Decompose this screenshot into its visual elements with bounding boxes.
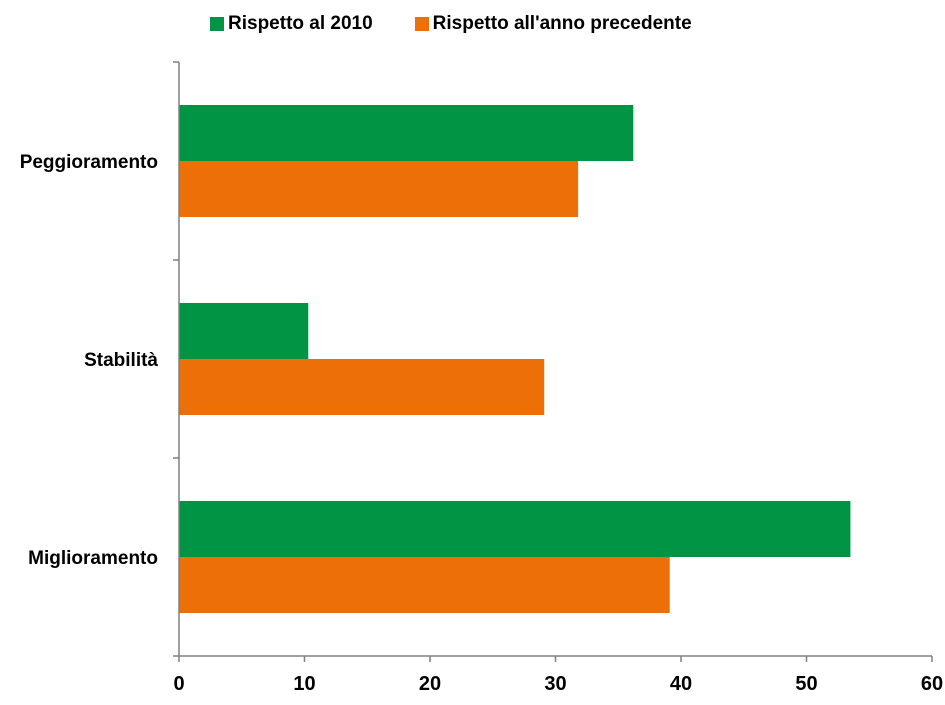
category-label: Miglioramento <box>28 548 158 569</box>
category-label: Stabilità <box>84 350 158 371</box>
category-label: Peggioramento <box>20 152 158 173</box>
legend-label-series-1: Rispetto al 2010 <box>228 13 373 34</box>
legend-swatch-series-2 <box>414 17 429 31</box>
bars-layer <box>179 105 851 613</box>
bar-anno-precedente-2 <box>179 557 670 613</box>
bar-rispetto-2010-2 <box>179 501 851 557</box>
x-tick-label: 0 <box>173 673 184 695</box>
x-tick-label: 40 <box>670 673 692 695</box>
legend-label-series-2: Rispetto all'anno precedente <box>432 13 692 34</box>
bar-rispetto-2010-0 <box>179 105 634 161</box>
axes-layer <box>173 61 933 662</box>
x-tick-label: 60 <box>921 673 943 695</box>
x-tick-label: 20 <box>419 673 441 695</box>
labels-layer: Peggioramento Stabilità Miglioramento 0 10 20… <box>20 152 943 695</box>
bar-rispetto-2010-1 <box>179 303 309 359</box>
legend-item-series-1: Rispetto al 2010 <box>210 13 373 35</box>
bar-anno-precedente-1 <box>179 359 545 415</box>
legend-swatch-series-1 <box>210 17 224 31</box>
x-tick-label: 50 <box>795 673 817 695</box>
legend-item-series-2: Rispetto all'anno precedente <box>414 13 692 35</box>
bar-anno-precedente-0 <box>179 161 579 217</box>
x-tick-label: 10 <box>293 673 315 695</box>
x-tick-label: 30 <box>544 673 566 695</box>
legend: Rispetto al 2010 Rispetto all'anno prece… <box>210 13 692 35</box>
